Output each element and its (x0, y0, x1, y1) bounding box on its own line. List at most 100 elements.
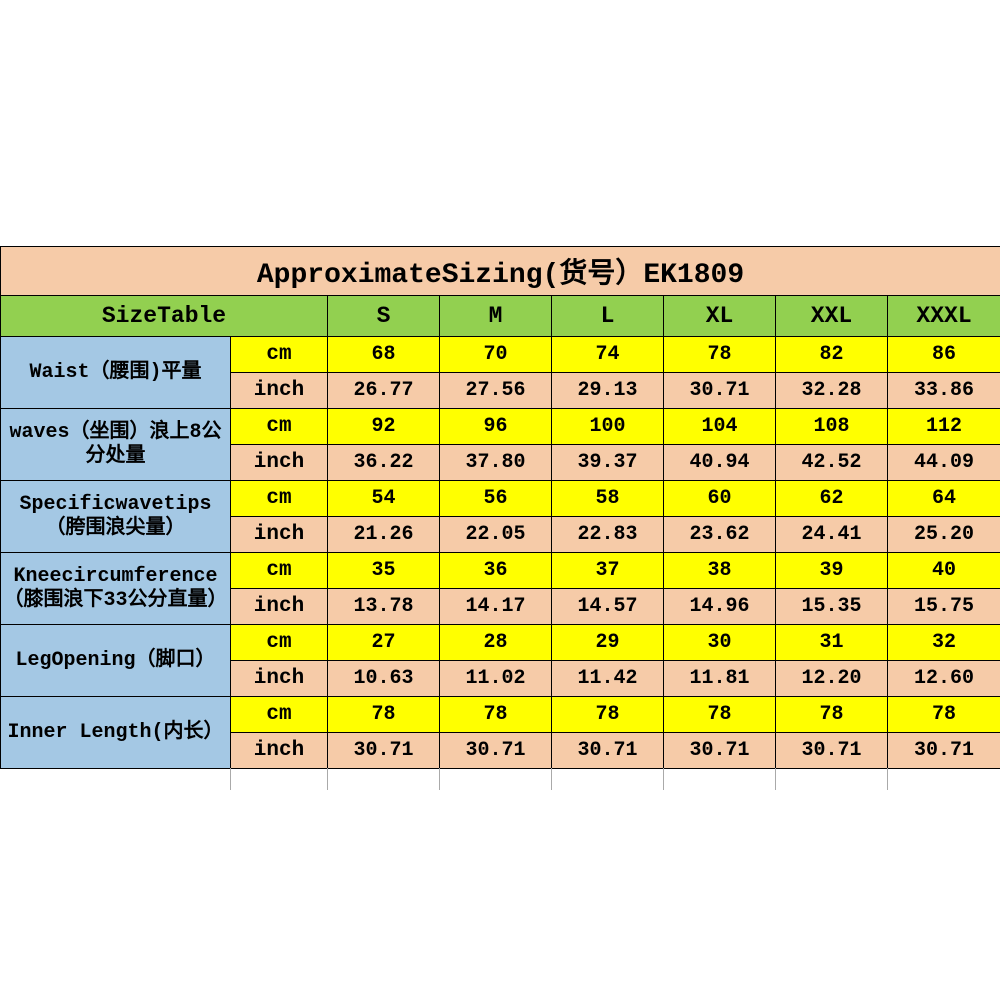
inch-value: 32.28 (775, 372, 888, 409)
cm-value: 78 (663, 336, 776, 373)
cm-value: 78 (886, 696, 1000, 733)
inch-value: 11.81 (663, 660, 776, 697)
inch-value: 30.71 (663, 732, 776, 769)
inch-value: 11.02 (439, 660, 552, 697)
wavetips-inch-row: inch 21.26 22.05 22.83 23.62 24.41 25.20 (1, 516, 1000, 553)
innerlength-cm-row: Inner Length(内长） cm 78 78 78 78 78 78 (0, 696, 1000, 769)
size-table: ApproximateSizing(货号）EK1809 SizeTable S … (0, 246, 1000, 769)
gridline-stub (230, 768, 231, 790)
cm-value: 29 (551, 624, 664, 661)
cm-value: 96 (439, 408, 552, 445)
inch-value: 25.20 (886, 516, 1000, 553)
cm-value: 58 (551, 480, 664, 517)
legopening-inch-row: inch 10.63 11.02 11.42 11.81 12.20 12.60 (1, 660, 1000, 697)
cm-value: 28 (439, 624, 552, 661)
cm-value: 100 (551, 408, 664, 445)
inch-value: 44.09 (886, 444, 1000, 481)
cm-value: 64 (886, 480, 1000, 517)
row-label-knee: Kneecircumference（膝围浪下33公分直量） (0, 552, 231, 625)
col-header-s: S (327, 295, 440, 337)
inch-unit-label: inch (230, 516, 328, 553)
row-label-legopening: LegOpening（脚口） (0, 624, 231, 697)
col-header-l: L (551, 295, 664, 337)
cm-value: 56 (439, 480, 552, 517)
inch-value: 30.71 (327, 732, 440, 769)
inch-value: 30.71 (775, 732, 888, 769)
cm-value: 108 (775, 408, 888, 445)
inch-value: 11.42 (551, 660, 664, 697)
inch-value: 37.80 (439, 444, 552, 481)
inch-value: 42.52 (775, 444, 888, 481)
innerlength-inch-row: inch 30.71 30.71 30.71 30.71 30.71 30.71 (1, 732, 1000, 769)
cm-value: 78 (775, 696, 888, 733)
gridline-stub (551, 768, 552, 790)
cm-value: 92 (327, 408, 440, 445)
col-header-xxl: XXL (775, 295, 888, 337)
col-header-m: M (439, 295, 552, 337)
title-row: ApproximateSizing(货号）EK1809 (0, 246, 1000, 296)
cm-value: 86 (886, 336, 1000, 373)
cm-value: 78 (663, 696, 776, 733)
cm-unit-label: cm (230, 480, 328, 517)
cm-value: 38 (663, 552, 776, 589)
cm-value: 62 (775, 480, 888, 517)
inch-value: 29.13 (551, 372, 664, 409)
inch-value: 26.77 (327, 372, 440, 409)
cm-unit-label: cm (230, 552, 328, 589)
chart-title: ApproximateSizing(货号）EK1809 (0, 246, 1000, 296)
cm-value: 39 (775, 552, 888, 589)
legopening-cm-row: LegOpening（脚口） cm 27 28 29 30 31 32 (0, 624, 1000, 697)
cm-value: 74 (551, 336, 664, 373)
waist-inch-row: inch 26.77 27.56 29.13 30.71 32.28 33.86 (1, 372, 1000, 409)
knee-inch-row: inch 13.78 14.17 14.57 14.96 15.35 15.75 (1, 588, 1000, 625)
cm-unit-label: cm (230, 408, 328, 445)
size-table-container: ApproximateSizing(货号）EK1809 SizeTable S … (0, 246, 1000, 769)
cm-value: 27 (327, 624, 440, 661)
row-label-innerlength: Inner Length(内长） (0, 696, 231, 769)
gridline-stub (439, 768, 440, 790)
inch-unit-label: inch (230, 660, 328, 697)
inch-value: 14.17 (439, 588, 552, 625)
cm-value: 78 (551, 696, 664, 733)
inch-value: 12.20 (775, 660, 888, 697)
inch-value: 40.94 (663, 444, 776, 481)
inch-value: 15.35 (775, 588, 888, 625)
inch-value: 22.05 (439, 516, 552, 553)
wavetips-cm-row: Specificwavetips（胯围浪尖量） cm 54 56 58 60 6… (0, 480, 1000, 553)
gridline-stub (775, 768, 776, 790)
gridline-stub (887, 768, 888, 790)
inch-value: 30.71 (886, 732, 1000, 769)
inch-value: 36.22 (327, 444, 440, 481)
inch-value: 30.71 (551, 732, 664, 769)
row-label-wavetips: Specificwavetips（胯围浪尖量） (0, 480, 231, 553)
inch-value: 12.60 (886, 660, 1000, 697)
cm-value: 70 (439, 336, 552, 373)
col-header-xxxl: XXXL (886, 295, 1000, 337)
inch-value: 33.86 (886, 372, 1000, 409)
cm-value: 30 (663, 624, 776, 661)
row-label-waves: waves（坐围）浪上8公分处量 (0, 408, 231, 481)
cm-value: 82 (775, 336, 888, 373)
inch-value: 39.37 (551, 444, 664, 481)
cm-value: 68 (327, 336, 440, 373)
inch-value: 27.56 (439, 372, 552, 409)
cm-value: 78 (327, 696, 440, 733)
inch-value: 13.78 (327, 588, 440, 625)
gridline-stub (327, 768, 328, 790)
header-row: SizeTable S M L XL XXL XXXL (0, 295, 1000, 337)
waves-cm-row: waves（坐围）浪上8公分处量 cm 92 96 100 104 108 11… (0, 408, 1000, 481)
cm-value: 35 (327, 552, 440, 589)
cm-value: 78 (439, 696, 552, 733)
inch-unit-label: inch (230, 588, 328, 625)
cm-value: 31 (775, 624, 888, 661)
inch-value: 22.83 (551, 516, 664, 553)
cm-unit-label: cm (230, 624, 328, 661)
waist-cm-row: Waist（腰围)平量 cm 68 70 74 78 82 86 (0, 336, 1000, 409)
inch-value: 10.63 (327, 660, 440, 697)
knee-cm-row: Kneecircumference（膝围浪下33公分直量） cm 35 36 3… (0, 552, 1000, 625)
cm-value: 112 (886, 408, 1000, 445)
cm-value: 104 (663, 408, 776, 445)
inch-value: 30.71 (439, 732, 552, 769)
row-label-waist: Waist（腰围)平量 (0, 336, 231, 409)
inch-value: 23.62 (663, 516, 776, 553)
